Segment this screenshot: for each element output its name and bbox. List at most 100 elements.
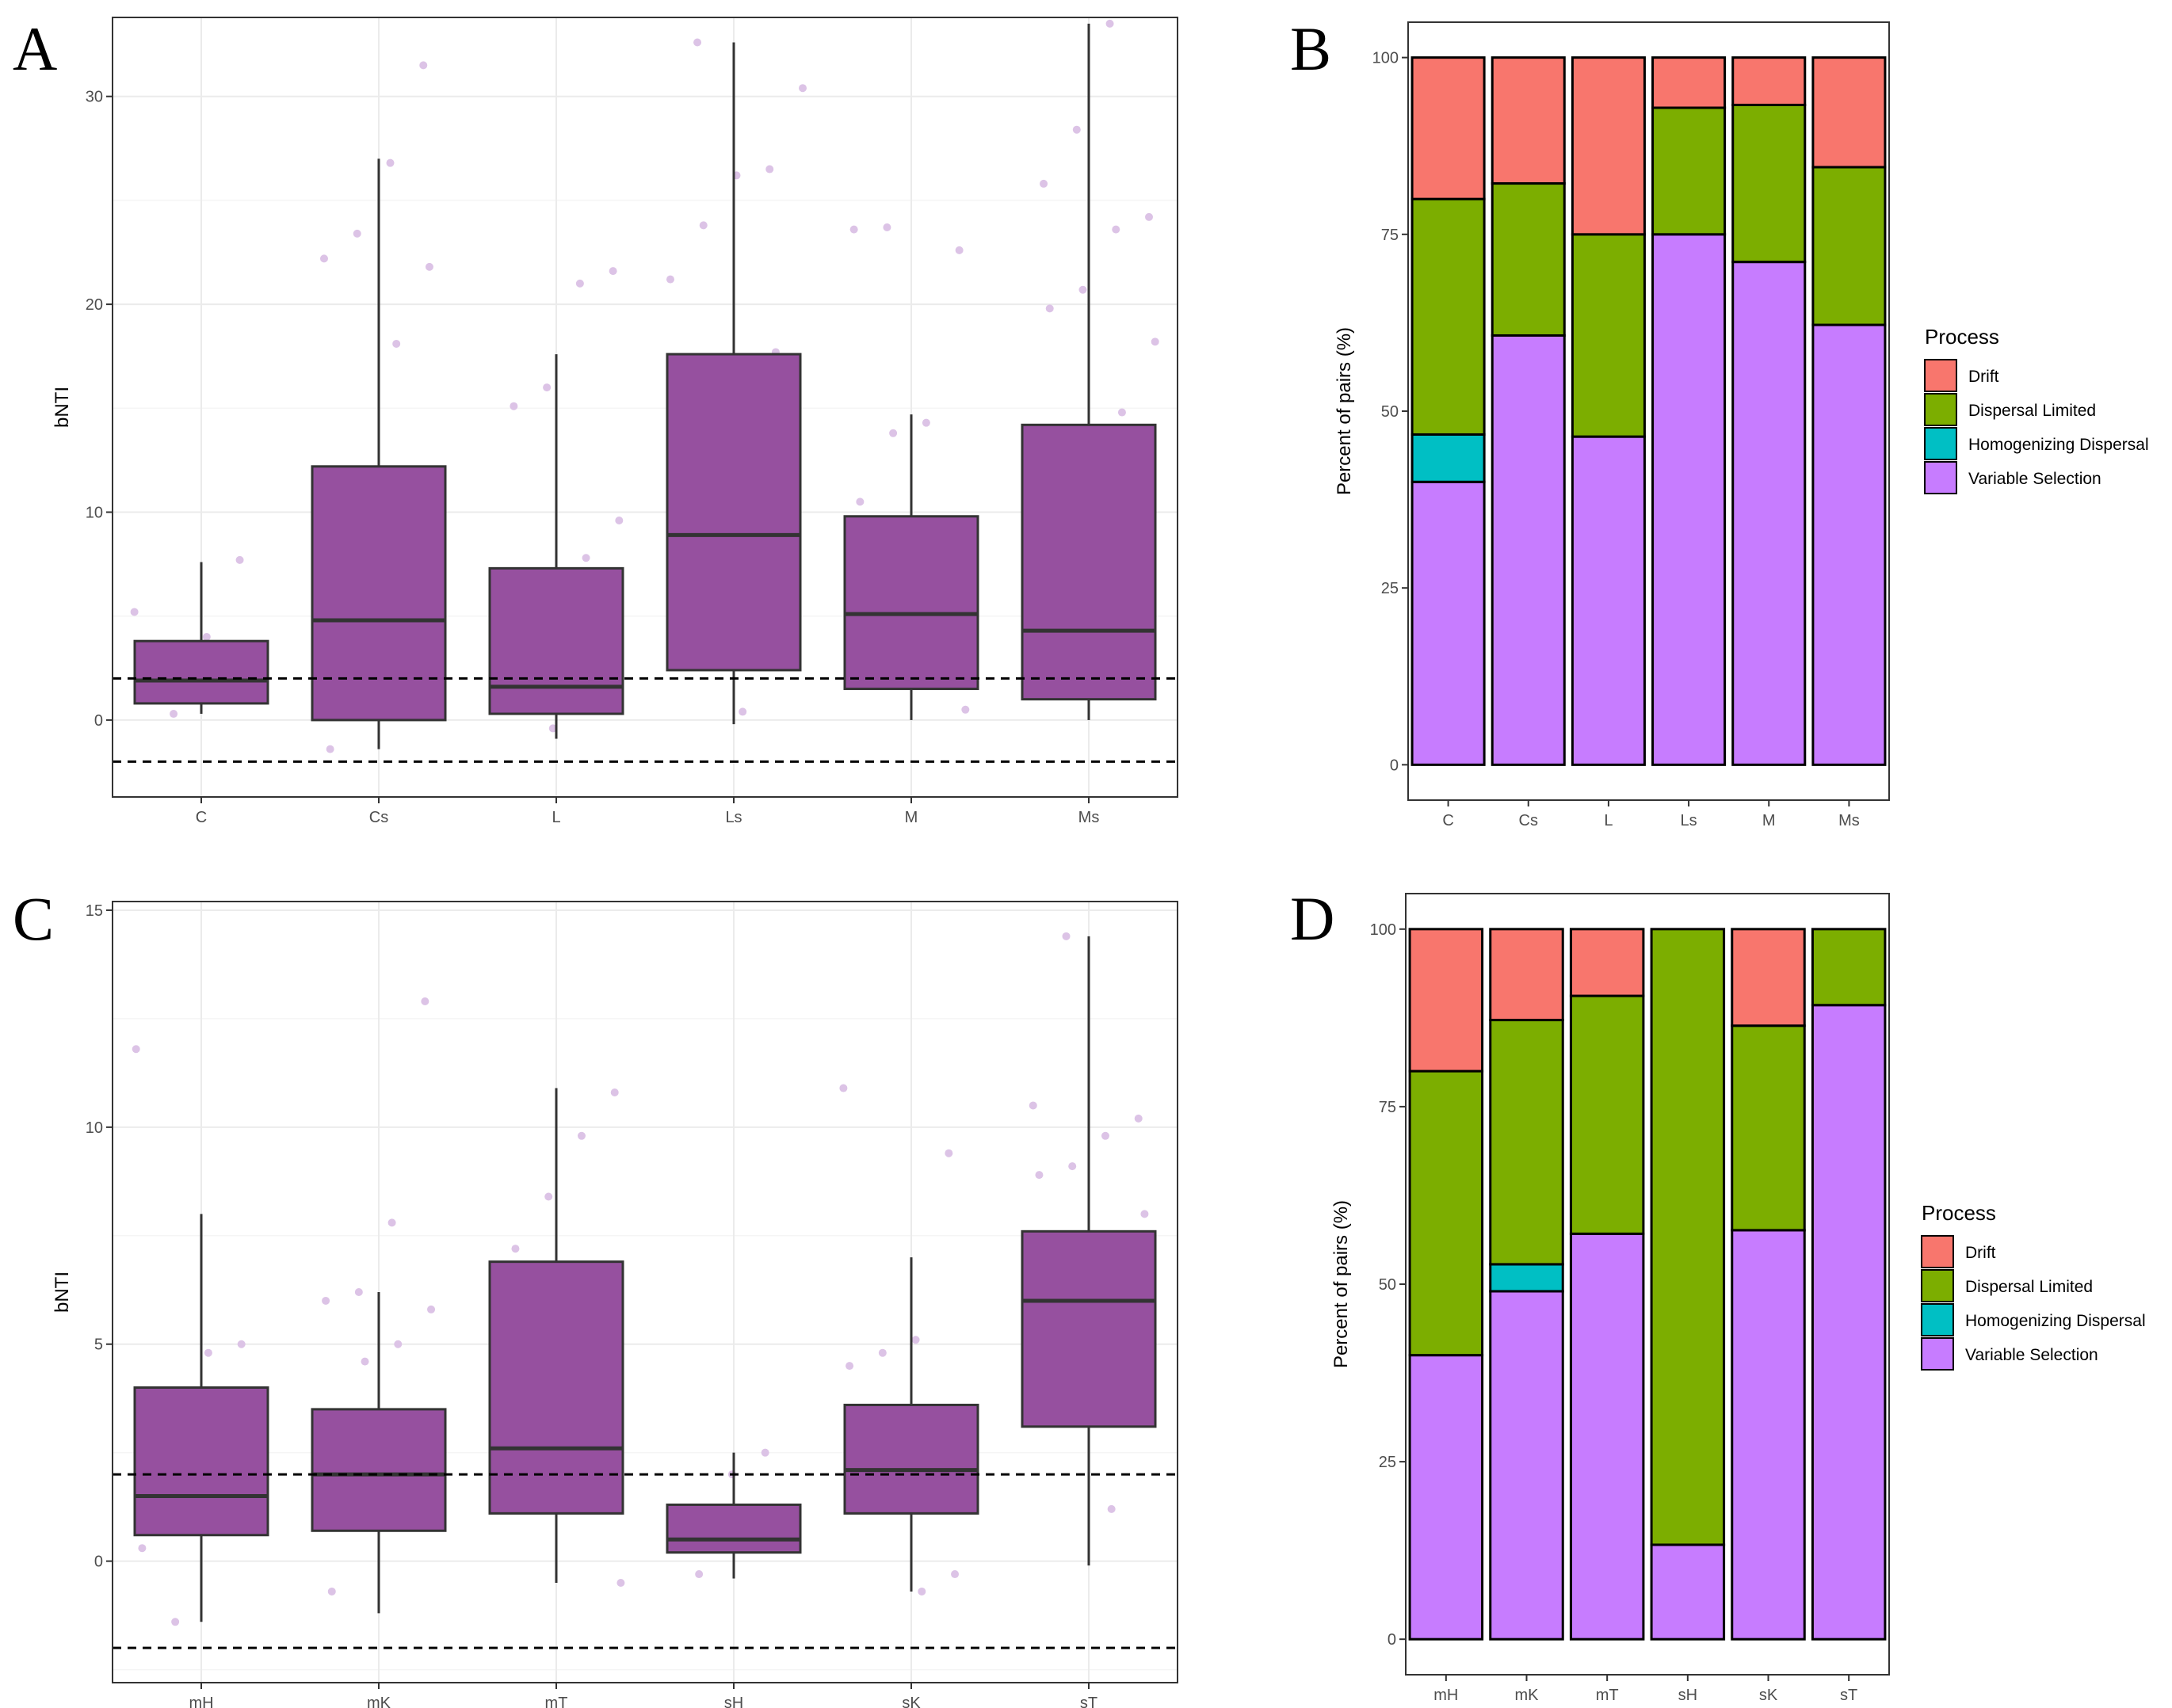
bar-segment-dispersal-limited (1410, 197, 1486, 436)
jitter-point (427, 1305, 436, 1313)
bar-segment-variable-selection (1569, 1232, 1645, 1641)
jitter-point (911, 1336, 920, 1344)
jitter-point (1117, 408, 1126, 417)
jitter-point (955, 246, 964, 254)
y-tick-label: 5 (94, 1336, 103, 1354)
jitter-point (575, 279, 584, 288)
bar-segment-variable-selection (1410, 480, 1486, 766)
bar-segment-dispersal-limited (1408, 1069, 1484, 1357)
jitter-point (511, 1245, 520, 1253)
bar-segment-drift (1731, 56, 1807, 106)
x-tick-label: sK (902, 1695, 921, 1708)
y-tick-label: 20 (86, 296, 103, 314)
bar-segment-dispersal-limited (1489, 1019, 1564, 1266)
bar-segment-variable-selection (1731, 261, 1807, 766)
jitter-point (695, 1570, 704, 1579)
jitter-point (699, 221, 708, 230)
jitter-point (361, 1357, 369, 1366)
box-mT (488, 1260, 624, 1515)
y-tick-label: 50 (1379, 1276, 1396, 1294)
panel-label-c: C (13, 884, 54, 953)
y-axis-title: Percent of pairs (%) (1334, 327, 1355, 495)
y-tick-label: 10 (86, 1119, 103, 1137)
bar-segment-dispersal-limited (1811, 166, 1887, 326)
jitter-point (138, 1544, 147, 1553)
legend-label: Dispersal Limited (1965, 1278, 2093, 1296)
legend-swatch (1924, 359, 1957, 392)
x-tick-label: M (905, 809, 918, 826)
y-tick-label: 0 (1388, 1631, 1396, 1649)
jitter-point (392, 339, 401, 348)
y-tick-label: 15 (86, 902, 103, 920)
jitter-point (1040, 179, 1048, 188)
legend-label: Variable Selection (1965, 1346, 2098, 1364)
jitter-point (883, 223, 891, 232)
jitter-point (319, 254, 328, 263)
y-axis-title: bNTI (52, 387, 73, 428)
boxplot-panel-c: 0 5 10 15 mH mK mT sH sK sT bNTI (52, 901, 1178, 1708)
jitter-point (951, 1570, 960, 1579)
legend-swatch (1921, 1337, 1954, 1371)
bar-segment-dispersal-limited (1569, 994, 1645, 1235)
jitter-point (918, 1587, 926, 1596)
panel-label-b: B (1290, 14, 1331, 83)
bar-segment-dispersal-limited (1491, 182, 1566, 337)
x-tick-label: C (196, 809, 207, 826)
jitter-point (132, 1045, 140, 1054)
y-tick-label: 25 (1379, 1454, 1396, 1471)
y-tick-label: 0 (1390, 757, 1399, 774)
bar-segment-drift (1571, 56, 1646, 236)
legend-swatch (1924, 427, 1957, 460)
y-tick-label: 50 (1381, 403, 1399, 421)
box-mK (311, 1408, 447, 1532)
jitter-point (130, 608, 139, 616)
jitter-point (609, 267, 617, 276)
x-tick-label: sH (1678, 1687, 1697, 1704)
jitter-point (1045, 304, 1054, 313)
jitter-point (510, 402, 518, 410)
legend-swatch (1921, 1269, 1954, 1302)
boxplot-panel-a: 0 10 20 30 C Cs L Ls M Ms bNTI (52, 17, 1178, 826)
x-tick-label: mT (1596, 1687, 1619, 1704)
x-tick-label: mK (1515, 1687, 1540, 1704)
bar-segment-drift (1731, 928, 1806, 1027)
box-mH (133, 1386, 269, 1537)
box-sH (666, 1503, 802, 1554)
jitter-point (761, 1448, 769, 1457)
legend-label: Variable Selection (1968, 470, 2101, 488)
x-tick-label: mH (189, 1695, 213, 1708)
box-L (488, 566, 624, 715)
jitter-point (421, 997, 429, 1005)
box-M (843, 515, 979, 691)
jitter-point (765, 165, 774, 173)
jitter-point (878, 1348, 887, 1357)
jitter-point (1105, 19, 1114, 28)
jitter-point (354, 1288, 363, 1296)
jitter-point (615, 517, 624, 525)
jitter-point (1140, 1210, 1149, 1218)
jitter-point (693, 38, 702, 47)
jitter-point (846, 1362, 854, 1371)
jitter-point (1035, 1171, 1044, 1180)
x-tick-label: C (1442, 812, 1453, 829)
x-tick-label: mT (545, 1695, 568, 1708)
jitter-point (856, 498, 865, 506)
x-tick-label: mK (367, 1695, 391, 1708)
bar-segment-drift (1410, 56, 1486, 200)
bar-segment-variable-selection (1491, 334, 1566, 766)
jitter-point (353, 229, 361, 238)
bar-segment-drift (1489, 928, 1564, 1022)
bar-segment-dispersal-limited (1811, 928, 1887, 1007)
legend-swatch (1921, 1235, 1954, 1268)
x-tick-label: Cs (1519, 812, 1538, 829)
x-tick-label: Ls (1681, 812, 1697, 829)
box-Cs (311, 465, 447, 722)
jitter-point (1062, 932, 1071, 940)
y-tick-label: 0 (94, 712, 103, 730)
box-Ms (1021, 423, 1157, 701)
x-tick-label: M (1762, 812, 1776, 829)
x-tick-label: sK (1759, 1687, 1778, 1704)
bar-segment-drift (1811, 56, 1887, 169)
jitter-point (419, 61, 428, 70)
